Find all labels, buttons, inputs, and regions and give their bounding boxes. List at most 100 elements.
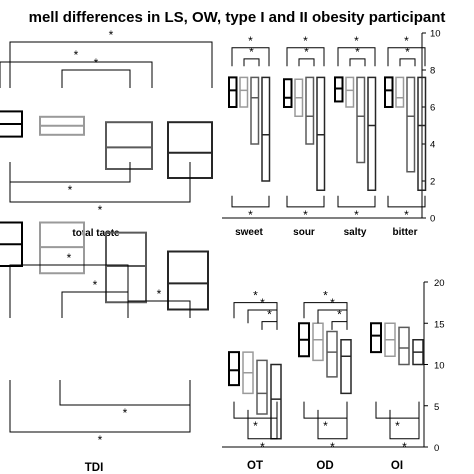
taste-box-salty-0: [334, 76, 344, 103]
olf-box-OT-3: [270, 363, 282, 440]
tdi-bracket-ls-obii-star: *: [67, 251, 72, 265]
olf-bracket-top-OT-star: *: [253, 289, 258, 303]
total-taste-box-0: [0, 110, 23, 138]
olf-bracket-bot2-OD: [317, 409, 348, 440]
taste-box-sweet-0-rect: [228, 76, 238, 109]
olf-bracket-top2-OD: [317, 309, 348, 324]
olf-bracket-top3-OD: [331, 321, 348, 330]
olf-bracket-bot2-OD-star: *: [330, 440, 335, 454]
olf-bracket-bot2-OI-star: *: [402, 440, 407, 454]
taste-bracket-top2-sweet-star: *: [249, 45, 254, 59]
olf-box-OD-3: [340, 339, 352, 395]
olf-box-OD-3-rect: [340, 339, 352, 395]
olf-bracket-top3-OT: [261, 321, 278, 330]
total-taste-box-1: [39, 115, 85, 136]
tt-bracket-ow-obi: [61, 69, 131, 88]
taste-box-salty-2-rect: [356, 76, 366, 164]
taste-box-salty-3-rect: [367, 76, 377, 191]
taste-box-sweet-1-rect: [239, 76, 249, 108]
taste-box-salty-3: [367, 76, 377, 191]
taste-box-sweet-2: [250, 76, 260, 145]
tt-bracket-ls-obii-star: *: [109, 28, 114, 42]
olf-box-OT-0-rect: [228, 351, 240, 387]
total-taste-label: total taste: [72, 228, 120, 239]
taste-box-bitter-0-rect: [384, 76, 394, 109]
taste-y-tick-label-2: 2: [430, 177, 435, 188]
taste-box-bitter-2-rect: [406, 76, 416, 173]
tdi-bracket-ow-obii-star: *: [123, 406, 128, 420]
tdi-bracket-ow-obii: [59, 380, 191, 406]
taste-bracket-bot-bitter: [387, 195, 426, 208]
taste-box-sour-0-rect: [283, 78, 293, 108]
taste-y-tick-label-10: 10: [430, 29, 441, 40]
olf-box-OD-0: [298, 322, 310, 358]
tdi-box-2-rect: [105, 231, 147, 304]
taste-box-sweet-1: [239, 76, 249, 108]
tdi-bracket-ow-obi-star: *: [93, 278, 98, 292]
taste-bracket-bot-salty: [337, 195, 376, 208]
olf-box-OT-2-rect: [256, 359, 268, 415]
tdi-bracket-ow-obi: [61, 291, 129, 318]
olf-bracket-top2-OT: [247, 309, 278, 324]
taste-bracket-top2-salty: [349, 58, 366, 67]
olf-bracket-bot-OT-star: *: [253, 419, 258, 433]
olf-box-OD-2-rect: [326, 330, 338, 378]
olf-bracket-top2-OD-star: *: [330, 296, 335, 310]
olf-bracket-bot-OD: [303, 401, 348, 419]
taste-bracket-top2-bitter: [399, 58, 416, 67]
olf-bracket-top3-OD-star: *: [337, 308, 342, 322]
taste-bracket-top-sour-star: *: [303, 34, 308, 48]
tdi-box-3: [167, 250, 209, 311]
taste-box-salty-1-rect: [345, 76, 355, 108]
taste-bracket-top-salty-star: *: [354, 34, 359, 48]
taste-box-salty-2: [356, 76, 366, 164]
taste-box-bitter-1-rect: [395, 76, 405, 108]
olf-y-tick-label-0: 0: [434, 443, 439, 454]
taste-box-sour-3-rect: [316, 76, 326, 191]
taste-category-bitter: bitter: [393, 227, 418, 238]
olf-box-OT-0: [228, 351, 240, 387]
taste-category-salty: salty: [344, 227, 367, 238]
tdi-box-0: [0, 221, 23, 267]
taste-bracket-bot-bitter-star: *: [404, 208, 409, 222]
olf-category-OT: OT: [247, 460, 263, 472]
taste-box-sour-2-rect: [305, 76, 315, 145]
olf-category-OI: OI: [391, 460, 403, 472]
tt-bracket-ls-obii-low-star: *: [98, 203, 103, 217]
taste-bracket-top-sweet-star: *: [248, 34, 253, 48]
taste-y-tick-label-6: 6: [430, 103, 435, 114]
olf-box-OI-0-rect: [370, 322, 382, 354]
tdi-box-3-rect: [167, 250, 209, 311]
olf-box-OT-3-rect: [270, 363, 282, 440]
taste-bracket-bot-sour-star: *: [303, 208, 308, 222]
taste-bracket-top2-salty-star: *: [355, 45, 360, 59]
taste-bracket-top-sour: [286, 47, 325, 67]
taste-box-bitter-3: [417, 76, 427, 191]
olf-bracket-top3-OT-star: *: [267, 308, 272, 322]
olf-box-OI-1: [384, 322, 396, 357]
taste-box-salty-1: [345, 76, 355, 108]
olf-bracket-bot-OD-star: *: [323, 419, 328, 433]
tt-bracket-ls-obi-low: [9, 162, 131, 183]
olf-bracket-bot2-OI: [389, 409, 420, 440]
taste-bracket-top-bitter: [387, 47, 426, 67]
olf-box-OT-1: [242, 351, 254, 395]
taste-bracket-top2-sweet: [243, 58, 260, 67]
taste-box-bitter-2: [406, 76, 416, 173]
taste-y-tick-label-4: 4: [430, 140, 435, 151]
tdi-bracket-ls-obii-low: [9, 380, 191, 433]
taste-bracket-top-bitter-star: *: [404, 34, 409, 48]
taste-bracket-top-sweet: [231, 47, 270, 67]
taste-bracket-top2-bitter-star: *: [405, 45, 410, 59]
total-taste-box-2: [105, 121, 153, 170]
taste-bracket-top-salty: [337, 47, 376, 67]
olf-box-OI-3: [412, 339, 424, 366]
olf-y-tick-label-20: 20: [434, 278, 445, 289]
taste-box-bitter-1: [395, 76, 405, 108]
taste-box-sour-2: [305, 76, 315, 145]
olf-box-OD-1: [312, 322, 324, 362]
taste-box-sour-0: [283, 78, 293, 108]
taste-bracket-top2-sour: [298, 58, 315, 67]
tt-bracket-ls-obi-low-star: *: [68, 183, 73, 197]
